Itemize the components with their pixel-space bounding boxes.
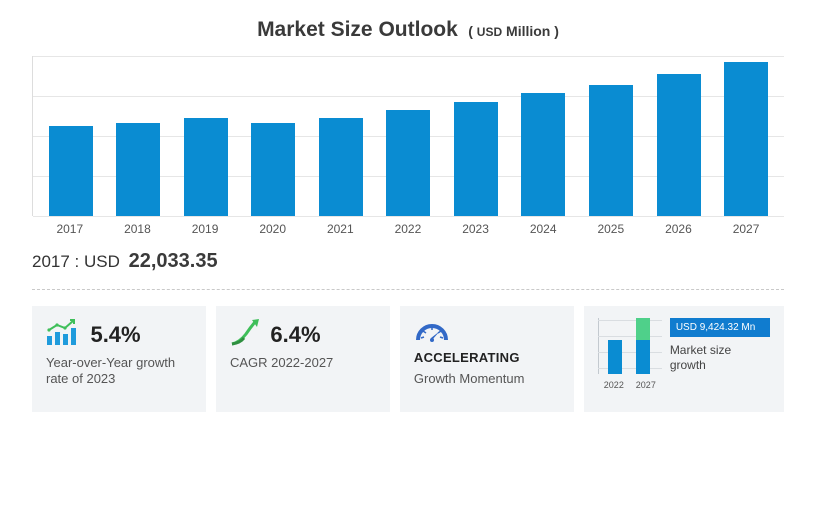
cagr-label: CAGR 2022-2027 [230,355,376,371]
xlabel-2018: 2018 [124,222,151,236]
bar-2026 [657,74,701,216]
bar-2022 [386,110,430,216]
bar-2020 [251,123,295,216]
chart-title: Market Size Outlook ( USD Million ) [32,18,784,42]
baseline-value-number: 22,033.35 [129,250,218,272]
divider [32,289,784,290]
market-size-bar-chart [32,56,784,216]
xlabel-2022: 2022 [395,222,422,236]
bar-2019 [184,118,228,216]
growth-banner: USD 9,424.32 Mn [670,318,770,337]
xlabel-2020: 2020 [259,222,286,236]
bar-2025 [589,85,633,216]
xlabel-2017: 2017 [56,222,83,236]
bar-2021 [319,118,363,216]
xlabel-2025: 2025 [597,222,624,236]
bar-2018 [116,123,160,216]
growth-arrow-icon [230,318,260,351]
bar-2027 [724,62,768,216]
momentum-card: ACCELERATING Growth Momentum [400,306,574,412]
xlabel-2021: 2021 [327,222,354,236]
bar-2023 [454,102,498,216]
cagr-card: 6.4% CAGR 2022-2027 [216,306,390,412]
baseline-value: 2017 : USD 22,033.35 [32,250,784,273]
xlabel-2023: 2023 [462,222,489,236]
momentum-value: ACCELERATING [414,350,520,365]
yoy-value: 5.4% [90,322,140,348]
bar-2024 [521,93,565,216]
xlabel-2024: 2024 [530,222,557,236]
metric-cards: 5.4% Year-over-Year growth rate of 2023 … [32,306,784,412]
mini-bar-chart: 2022 2027 [598,318,662,390]
cagr-value: 6.4% [270,322,320,348]
yoy-label: Year-over-Year growth rate of 2023 [46,355,192,388]
xlabel-2027: 2027 [733,222,760,236]
bar-2017 [49,126,93,216]
chart-x-labels: 2017 2018 2019 2020 2021 2022 2023 2024 2025 2026… [32,216,784,236]
yoy-card: 5.4% Year-over-Year growth rate of 2023 [32,306,206,412]
gauge-icon [414,318,450,349]
chart-bars [33,56,784,216]
baseline-year-label: 2017 : USD [32,252,120,271]
growth-label: Market size growth [670,343,770,373]
xlabel-2026: 2026 [665,222,692,236]
market-growth-card: 2022 2027 USD 9,424.32 Mn Market size gr… [584,306,784,412]
momentum-label-text: Growth Momentum [414,371,560,387]
title-sub: ( USD Million ) [468,23,559,39]
mini-x-2022: 2022 [604,380,624,390]
xlabel-2019: 2019 [192,222,219,236]
mini-x-2027: 2027 [636,380,656,390]
bar-trend-icon [46,318,80,351]
title-main: Market Size Outlook [257,18,458,41]
